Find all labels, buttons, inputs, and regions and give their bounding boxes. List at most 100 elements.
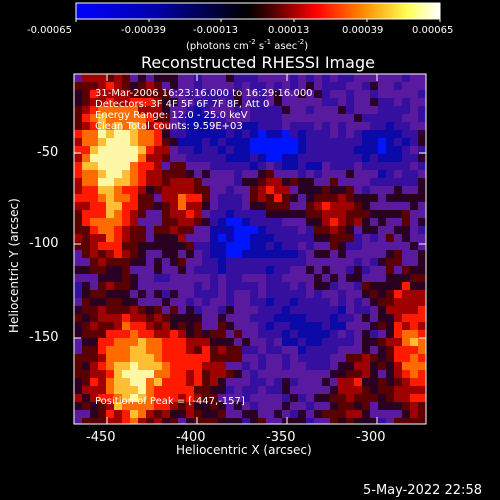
heatmap-cell xyxy=(298,354,306,362)
heatmap-cell xyxy=(338,186,346,194)
heatmap-cell xyxy=(74,298,82,306)
heatmap-cell xyxy=(378,258,386,266)
heatmap-cell xyxy=(330,346,338,354)
heatmap-cell xyxy=(138,170,146,178)
heatmap-cell xyxy=(242,386,250,394)
heatmap-cell xyxy=(98,306,106,314)
heatmap-cell xyxy=(410,354,418,362)
heatmap-cell xyxy=(218,274,226,282)
heatmap-cell xyxy=(346,306,354,314)
heatmap-cell xyxy=(178,74,186,82)
heatmap-cell xyxy=(154,282,162,290)
colorbar-ticks xyxy=(75,19,441,22)
heatmap-cell xyxy=(154,226,162,234)
heatmap-cell xyxy=(290,122,298,130)
heatmap-cell xyxy=(354,114,362,122)
heatmap-cell xyxy=(90,378,98,386)
heatmap-cell xyxy=(74,226,82,234)
heatmap-cell xyxy=(378,418,386,424)
heatmap-cell xyxy=(338,322,346,330)
heatmap-cell xyxy=(298,290,306,298)
plot-title: Reconstructed RHESSI Image xyxy=(141,53,375,72)
heatmap-cell xyxy=(106,394,114,402)
heatmap-cell xyxy=(186,394,194,402)
heatmap-cell xyxy=(370,202,378,210)
heatmap-cell xyxy=(90,338,98,346)
heatmap-cell xyxy=(138,418,146,424)
heatmap-cell xyxy=(330,106,338,114)
heatmap-cell xyxy=(418,146,426,154)
heatmap-cell xyxy=(250,362,258,370)
heatmap-cell xyxy=(282,306,290,314)
heatmap-cell xyxy=(362,290,370,298)
heatmap-cell xyxy=(106,282,114,290)
heatmap-cell xyxy=(154,330,162,338)
heatmap-cell xyxy=(162,322,170,330)
heatmap-cell xyxy=(186,378,194,386)
heatmap-cell xyxy=(210,242,218,250)
heatmap-cell xyxy=(138,138,146,146)
heatmap-cell xyxy=(330,338,338,346)
heatmap-cell xyxy=(74,418,82,424)
heatmap-cell xyxy=(282,74,290,82)
heatmap-cell xyxy=(266,346,274,354)
heatmap-cell xyxy=(274,210,282,218)
heatmap-cell xyxy=(314,234,322,242)
heatmap-cell xyxy=(170,258,178,266)
heatmap-cell xyxy=(378,154,386,162)
heatmap-cell xyxy=(138,298,146,306)
heatmap-cell xyxy=(290,370,298,378)
heatmap-cell xyxy=(162,162,170,170)
heatmap-cell xyxy=(282,250,290,258)
heatmap-cell xyxy=(114,346,122,354)
heatmap-cell xyxy=(338,386,346,394)
heatmap-cell xyxy=(258,74,266,82)
heatmap-cell xyxy=(338,338,346,346)
heatmap-cell xyxy=(402,378,410,386)
heatmap-cell xyxy=(170,410,178,418)
heatmap-cell xyxy=(394,370,402,378)
heatmap-cell xyxy=(122,98,130,106)
heatmap-cell xyxy=(202,394,210,402)
heatmap-cell xyxy=(242,210,250,218)
heatmap-cell xyxy=(90,306,98,314)
heatmap-cell xyxy=(114,298,122,306)
peak-position: Position of Peak = [-447,-157] xyxy=(95,396,245,407)
heatmap-cell xyxy=(282,162,290,170)
heatmap-cell xyxy=(122,114,130,122)
heatmap-cell xyxy=(130,338,138,346)
heatmap-cell xyxy=(74,122,82,130)
heatmap-cell xyxy=(106,210,114,218)
heatmap-cell xyxy=(378,290,386,298)
heatmap-cell xyxy=(194,410,202,418)
heatmap-cell xyxy=(170,122,178,130)
heatmap-cell xyxy=(290,242,298,250)
heatmap-cell xyxy=(282,394,290,402)
heatmap-cell xyxy=(162,298,170,306)
heatmap-cell xyxy=(290,314,298,322)
heatmap-cell xyxy=(162,282,170,290)
heatmap-cell xyxy=(362,370,370,378)
heatmap-cell xyxy=(210,74,218,82)
heatmap-cell xyxy=(306,250,314,258)
heatmap-cell xyxy=(218,74,226,82)
heatmap-cell xyxy=(194,210,202,218)
heatmap-cell xyxy=(250,394,258,402)
heatmap-cell xyxy=(370,178,378,186)
heatmap-cell xyxy=(314,418,322,424)
heatmap-cell xyxy=(282,338,290,346)
x-axis-ticks xyxy=(106,74,378,424)
heatmap-cell xyxy=(266,250,274,258)
heatmap-cell xyxy=(146,250,154,258)
heatmap-cell xyxy=(210,346,218,354)
heatmap-cell xyxy=(362,106,370,114)
heatmap-cell xyxy=(186,362,194,370)
heatmap-cell xyxy=(354,170,362,178)
heatmap-cell xyxy=(226,290,234,298)
heatmap-cell xyxy=(234,418,242,424)
heatmap-cell xyxy=(346,266,354,274)
heatmap-cell xyxy=(354,378,362,386)
heatmap-cell xyxy=(314,370,322,378)
heatmap-cell xyxy=(74,82,82,90)
heatmap-cell xyxy=(338,146,346,154)
